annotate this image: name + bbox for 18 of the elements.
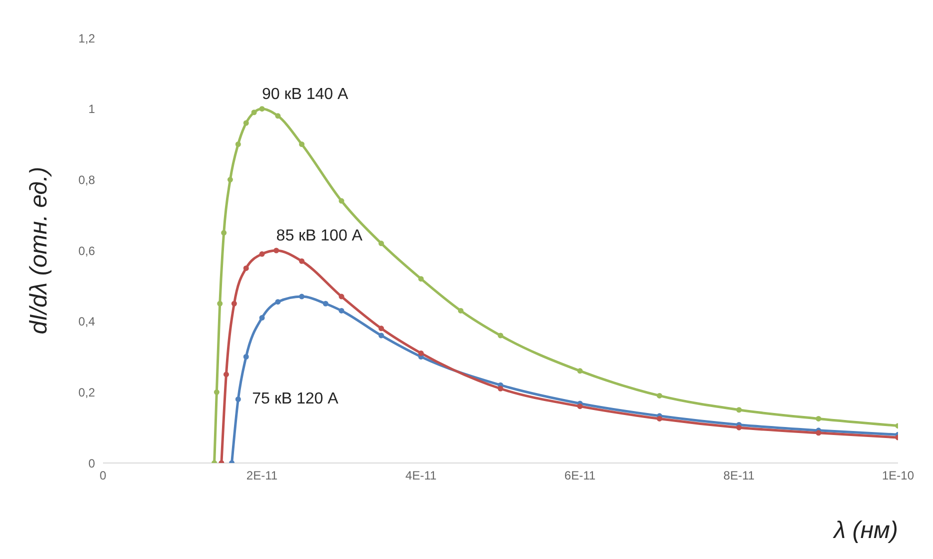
x-tick-label: 4E-11	[405, 468, 437, 483]
y-tick-label: 0,2	[78, 385, 96, 400]
x-tick-label: 6E-11	[564, 468, 596, 483]
y-tick-label: 0,6	[78, 244, 96, 258]
y-tick-label: 0,4	[78, 314, 96, 329]
x-axis-title: λ (нм)	[832, 517, 898, 544]
y-tick-label: 1	[88, 102, 96, 116]
y-axis-title: dI/dλ (отн. ед.)	[26, 166, 53, 334]
x-tick-label: 0	[100, 468, 107, 483]
y-tick-label: 1,2	[78, 31, 96, 46]
x-tick-label: 1E-10	[882, 468, 914, 483]
y-tick-label: 0,8	[78, 172, 96, 187]
x-tick-label: 8E-11	[723, 468, 755, 483]
y-tick-label: 0	[88, 456, 96, 470]
x-tick-label: 2E-11	[246, 468, 278, 483]
series-label: 90 кВ 140 А	[262, 86, 348, 104]
series-label: 75 кВ 120 А	[252, 390, 339, 408]
series-label: 85 кВ 100 А	[276, 228, 363, 245]
